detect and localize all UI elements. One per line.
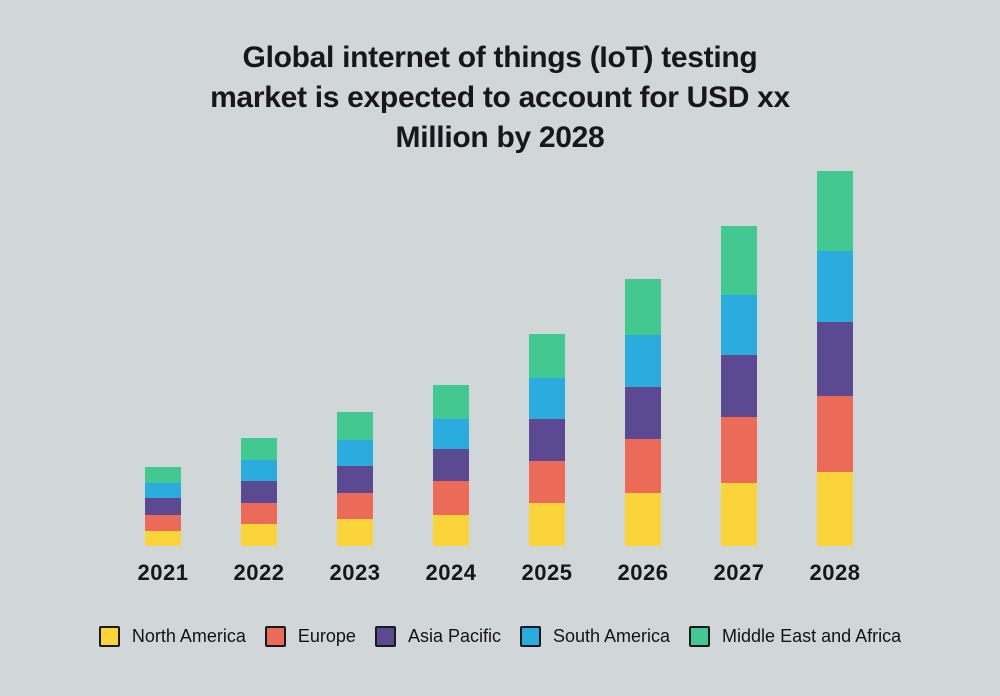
legend-item-middle-east-and-africa: Middle East and Africa <box>689 626 901 647</box>
x-axis-label-2026: 2026 <box>617 560 669 585</box>
x-axis-label-2021: 2021 <box>137 560 189 585</box>
legend-item-asia-pacific: Asia Pacific <box>374 626 501 647</box>
legend-label: North America <box>131 626 246 646</box>
bar-segment-2022-south-america <box>241 460 277 481</box>
bar-segment-2027-north-america <box>721 483 757 546</box>
bar-column-2022 <box>211 438 307 546</box>
stacked-bar-2022 <box>241 438 277 546</box>
plot-area <box>115 0 883 546</box>
legend-swatch-icon <box>264 626 286 647</box>
bar-segment-2023-south-america <box>337 440 373 466</box>
chart-title-line-3: Million by 2028 <box>395 121 605 154</box>
bar-segment-2025-asia-pacific <box>529 419 565 461</box>
bar-segment-2021-middle-east-and-africa <box>145 467 181 483</box>
bar-segment-2023-asia-pacific <box>337 466 373 493</box>
bar-segment-2023-middle-east-and-africa <box>337 412 373 440</box>
bar-segment-2027-middle-east-and-africa <box>721 226 757 295</box>
stacked-bar-2026 <box>625 279 661 546</box>
bar-column-2024 <box>403 385 499 546</box>
bar-segment-2025-south-america <box>529 378 565 419</box>
bar-segment-2028-south-america <box>817 251 853 322</box>
bar-segment-2022-middle-east-and-africa <box>241 438 277 460</box>
bar-segment-2026-north-america <box>625 493 661 546</box>
bar-column-2027 <box>691 226 787 546</box>
bar-segment-2022-europe <box>241 503 277 524</box>
bar-segment-2026-south-america <box>625 335 661 387</box>
chart-title-line-1: Global internet of things (IoT) testing <box>242 41 758 74</box>
legend-item-europe: Europe <box>264 626 356 647</box>
legend-swatch-icon <box>374 626 396 647</box>
bar-segment-2022-asia-pacific <box>241 481 277 503</box>
bar-column-2021 <box>115 467 211 546</box>
bar-segment-2026-middle-east-and-africa <box>625 279 661 335</box>
x-axis-label-2027: 2027 <box>713 560 765 585</box>
bar-column-2025 <box>499 334 595 546</box>
legend-item-north-america: North America <box>98 626 246 647</box>
bar-segment-2021-europe <box>145 515 181 531</box>
bar-segment-2025-europe <box>529 461 565 503</box>
stacked-bar-2027 <box>721 226 757 546</box>
x-axis-label-2022: 2022 <box>233 560 285 585</box>
stacked-bar-2025 <box>529 334 565 546</box>
bar-segment-2027-asia-pacific <box>721 355 757 417</box>
bar-segment-2026-europe <box>625 439 661 493</box>
bar-segment-2021-asia-pacific <box>145 498 181 515</box>
bar-segment-2026-asia-pacific <box>625 387 661 439</box>
bar-segment-2023-north-america <box>337 519 373 546</box>
stacked-bar-2024 <box>433 385 469 546</box>
bar-segment-2027-europe <box>721 417 757 483</box>
chart-title-line-2: market is expected to account for USD xx <box>210 81 790 114</box>
bar-segment-2021-north-america <box>145 531 181 546</box>
bar-segment-2028-north-america <box>817 472 853 546</box>
bar-segment-2024-south-america <box>433 419 469 449</box>
bar-column-2023 <box>307 412 403 546</box>
bar-segment-2023-europe <box>337 493 373 519</box>
stacked-bar-2021 <box>145 467 181 546</box>
bar-segment-2024-middle-east-and-africa <box>433 385 469 419</box>
legend-label: Europe <box>297 626 356 646</box>
bar-segment-2027-south-america <box>721 295 757 355</box>
bar-segment-2028-europe <box>817 396 853 472</box>
bar-column-2028 <box>787 171 883 546</box>
bar-segment-2024-asia-pacific <box>433 449 469 481</box>
x-axis-label-2028: 2028 <box>809 560 861 585</box>
stacked-bar-2028 <box>817 171 853 546</box>
x-axis-label-2025: 2025 <box>521 560 573 585</box>
legend-swatch-icon <box>689 626 711 647</box>
bar-segment-2025-north-america <box>529 503 565 546</box>
chart-title: Global internet of things (IoT) testing … <box>0 38 1000 158</box>
stacked-bar-2023 <box>337 412 373 546</box>
legend: North America Europe Asia Pacific South Ame… <box>0 626 1000 647</box>
x-axis-label-2024: 2024 <box>425 560 477 585</box>
bar-segment-2028-asia-pacific <box>817 322 853 396</box>
bar-segment-2025-middle-east-and-africa <box>529 334 565 378</box>
bar-segment-2024-europe <box>433 481 469 515</box>
bar-segment-2021-south-america <box>145 483 181 498</box>
bar-segment-2022-north-america <box>241 524 277 546</box>
legend-label: Middle East and Africa <box>722 626 902 646</box>
bar-segment-2024-north-america <box>433 515 469 546</box>
legend-label: Asia Pacific <box>407 626 501 646</box>
legend-swatch-icon <box>519 626 541 647</box>
bar-column-2026 <box>595 279 691 546</box>
x-axis-label-2023: 2023 <box>329 560 381 585</box>
legend-swatch-icon <box>98 626 120 647</box>
category-axis: 2021 2022 2023 2024 2025 2026 2027 2028 <box>115 560 883 586</box>
bar-segment-2028-middle-east-and-africa <box>817 171 853 251</box>
legend-item-south-america: South America <box>519 626 671 647</box>
legend-label: South America <box>552 626 671 646</box>
